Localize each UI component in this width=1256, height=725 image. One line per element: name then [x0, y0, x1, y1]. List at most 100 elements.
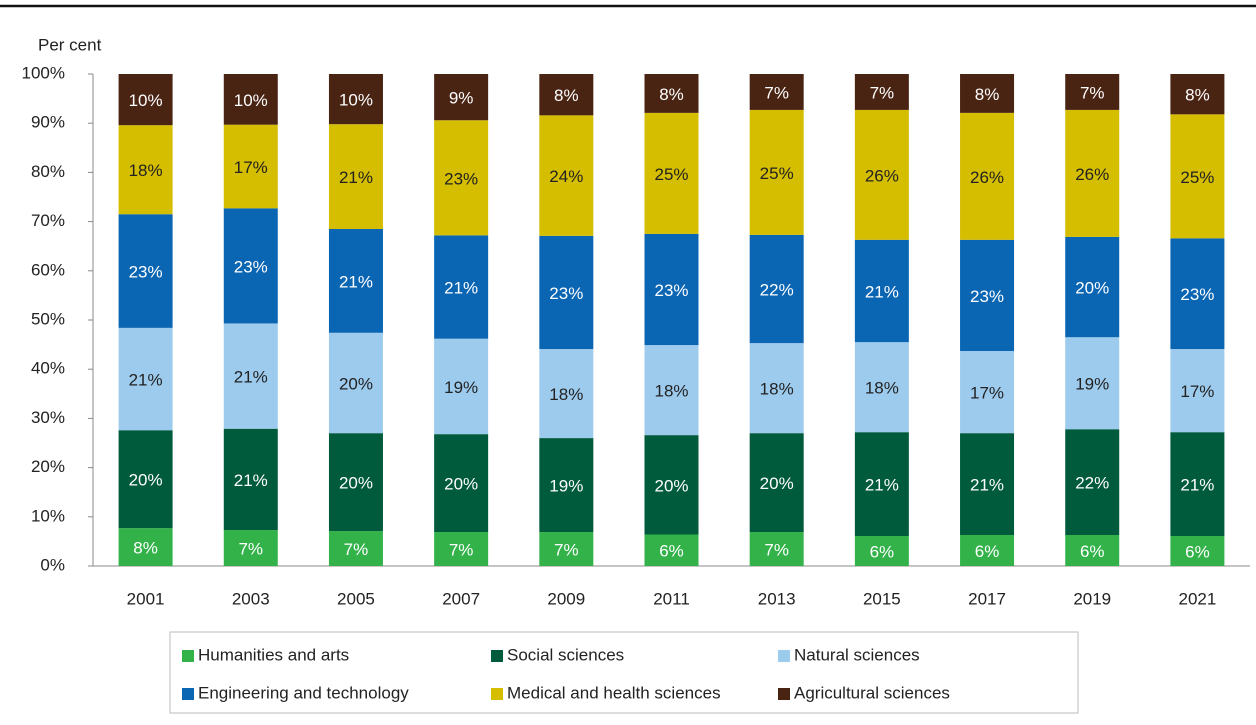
bar-segment	[1065, 236, 1120, 338]
data-label: 21%	[865, 476, 899, 495]
bar-segment	[749, 433, 804, 533]
legend-swatch	[182, 650, 194, 662]
bar-segment	[854, 342, 909, 433]
data-label: 25%	[760, 164, 794, 183]
x-tick-label: 2003	[232, 589, 270, 608]
bar-segment	[1170, 114, 1225, 239]
bar-segment	[223, 124, 278, 209]
x-tick-label: 2015	[863, 589, 901, 608]
bar-segment	[960, 239, 1015, 351]
y-tick-label: 70%	[31, 211, 65, 230]
data-label: 23%	[129, 263, 163, 282]
x-tick-label: 2005	[337, 589, 375, 608]
legend-swatch	[778, 650, 790, 662]
bar-segment	[960, 74, 1015, 113]
data-label: 21%	[234, 471, 268, 490]
bar-segment	[960, 433, 1015, 536]
data-label: 7%	[554, 541, 579, 560]
data-label: 25%	[654, 165, 688, 184]
bar-segment	[1170, 432, 1225, 536]
bar-segment	[749, 532, 804, 566]
bar-segment	[223, 323, 278, 429]
legend-swatch	[778, 688, 790, 700]
bar-segment	[539, 349, 594, 439]
y-axis-label: Per cent	[38, 35, 102, 54]
data-label: 7%	[449, 541, 474, 560]
y-tick-label: 100%	[22, 63, 65, 82]
data-label: 23%	[654, 281, 688, 300]
bar-segment	[644, 345, 699, 436]
data-label: 22%	[1075, 474, 1109, 493]
x-tick-label: 2009	[547, 589, 585, 608]
data-label: 19%	[444, 378, 478, 397]
bar-segment	[539, 74, 594, 116]
legend-label: Social sciences	[507, 645, 624, 664]
data-label: 17%	[234, 158, 268, 177]
data-label: 7%	[344, 540, 369, 559]
data-label: 7%	[764, 83, 789, 102]
data-label: 20%	[339, 374, 373, 393]
bar-segment	[434, 338, 489, 435]
data-label: 8%	[659, 85, 684, 104]
data-label: 19%	[1075, 375, 1109, 394]
data-label: 8%	[554, 86, 579, 105]
bar-segment	[118, 528, 173, 566]
data-label: 8%	[133, 539, 158, 558]
data-label: 9%	[449, 89, 474, 108]
bar-segment	[223, 74, 278, 125]
data-label: 24%	[549, 167, 583, 186]
bar-segment	[1065, 429, 1120, 536]
bar-segment	[328, 332, 383, 434]
y-tick-label: 30%	[31, 408, 65, 427]
bar-segment	[1170, 349, 1225, 433]
data-label: 7%	[238, 540, 263, 559]
bar-segment	[854, 109, 909, 240]
data-label: 20%	[760, 474, 794, 493]
legend-label: Medical and health sciences	[507, 683, 721, 702]
legend-swatch	[182, 688, 194, 700]
legend-swatch	[491, 688, 503, 700]
data-label: 21%	[865, 282, 899, 301]
data-label: 23%	[549, 284, 583, 303]
legend-label: Agricultural sciences	[794, 683, 950, 702]
bar-segment	[960, 535, 1015, 566]
bar-segment	[118, 74, 173, 126]
bar-segment	[749, 74, 804, 110]
x-tick-label: 2019	[1073, 589, 1111, 608]
data-label: 25%	[1180, 168, 1214, 187]
data-label: 17%	[970, 384, 1004, 403]
bar-segment	[328, 124, 383, 229]
bar-segment	[539, 438, 594, 533]
data-label: 21%	[339, 272, 373, 291]
data-label: 18%	[129, 161, 163, 180]
data-label: 23%	[234, 257, 268, 276]
data-label: 20%	[339, 474, 373, 493]
data-label: 7%	[1080, 83, 1105, 102]
data-label: 8%	[1185, 86, 1210, 105]
bar-segment	[223, 428, 278, 531]
bar-segment	[539, 532, 594, 566]
bar-segment	[1065, 337, 1120, 430]
data-label: 23%	[1180, 285, 1214, 304]
data-label: 19%	[549, 477, 583, 496]
data-label: 21%	[970, 476, 1004, 495]
y-tick-label: 40%	[31, 359, 65, 378]
legend-label: Humanities and arts	[198, 645, 349, 664]
x-tick-label: 2001	[127, 589, 165, 608]
y-tick-label: 90%	[31, 113, 65, 132]
data-label: 26%	[970, 168, 1004, 187]
data-label: 23%	[444, 169, 478, 188]
bar-segment	[539, 235, 594, 350]
bar-segment	[854, 74, 909, 110]
legend-swatch	[491, 650, 503, 662]
data-label: 6%	[1080, 542, 1105, 561]
data-label: 21%	[1180, 476, 1214, 495]
y-tick-label: 80%	[31, 162, 65, 181]
data-label: 21%	[129, 371, 163, 390]
bar-segment	[539, 115, 594, 236]
y-tick-label: 60%	[31, 260, 65, 279]
x-tick-label: 2021	[1178, 589, 1216, 608]
bar-segment	[644, 435, 699, 535]
data-label: 18%	[865, 379, 899, 398]
x-tick-label: 2017	[968, 589, 1006, 608]
